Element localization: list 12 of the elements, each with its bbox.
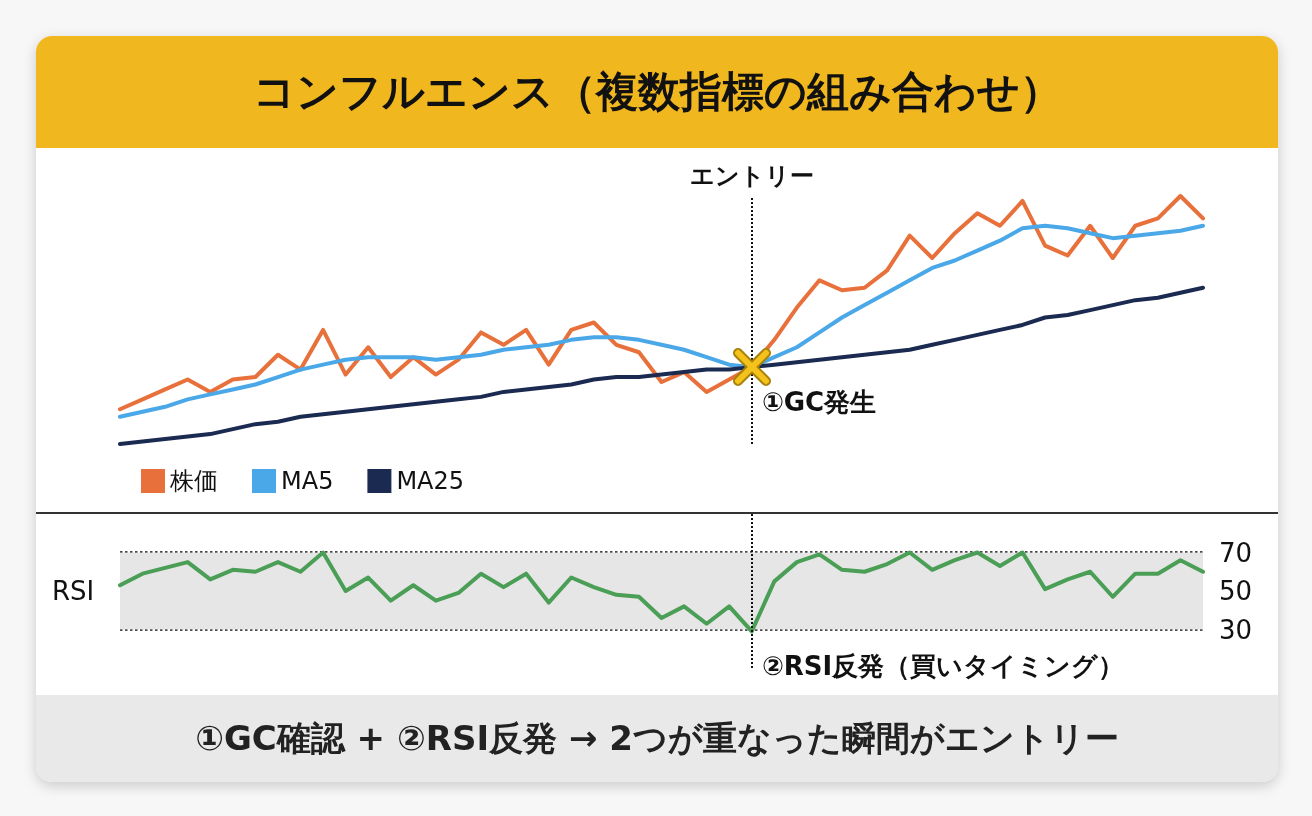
annotation: ②RSI反発（買いタイミング） [761,651,1125,682]
y-tick-label: 50 [1219,576,1253,606]
text: ①GC確認 + ②RSI反発 → 2つが重なった瞬間がエントリー [36,695,1278,782]
legend-label: MA25 [396,467,465,495]
chart-title: コンフルエンス（複数指標の組み合わせ） [36,36,1278,148]
annotation: ①GC発生 [761,387,877,418]
y-tick-label: 70 [1219,537,1253,568]
text: エントリー [689,162,814,190]
legend-label: 株価 [169,467,218,495]
legend-label: MA5 [281,467,334,495]
y-tick-label: 30 [1219,614,1253,645]
y-axis-title: RSI [52,576,95,606]
